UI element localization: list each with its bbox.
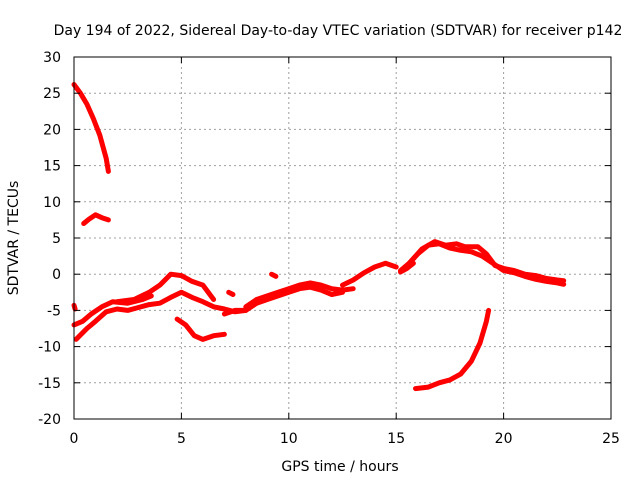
x-tick-label: 5 [177, 431, 186, 447]
series-arc-6 [114, 271, 217, 305]
series-arc-12 [340, 260, 399, 288]
series-arc-15 [398, 260, 416, 275]
y-tick-label: -15 [38, 376, 61, 392]
y-tick-label: -20 [38, 412, 61, 428]
y-tick-label: 20 [43, 122, 61, 138]
series-arc-8 [226, 289, 236, 297]
y-axis-label: SDTVAR / TECUs [6, 181, 22, 296]
data-series [71, 82, 567, 392]
y-tick-label: 5 [52, 231, 61, 247]
x-tick-label: 15 [387, 431, 405, 447]
y-tick-label: -10 [38, 340, 61, 356]
series-arc-5 [73, 289, 249, 342]
x-tick-label: 10 [280, 431, 298, 447]
series-arc-11 [269, 271, 279, 279]
axis-ticks [73, 56, 612, 420]
x-tick-labels: 0 5 10 15 20 25 [70, 431, 620, 447]
y-tick-label: 0 [52, 267, 61, 283]
x-axis-label: GPS time / hours [281, 459, 398, 475]
series-arc-7 [174, 316, 227, 342]
series-arc-1 [71, 82, 111, 174]
series-arc-16 [413, 307, 492, 392]
series-arc-14 [400, 239, 567, 284]
x-tick-label: 25 [602, 431, 620, 447]
y-tick-label: 10 [43, 195, 61, 211]
x-tick-label: 20 [495, 431, 513, 447]
series-arc-2 [81, 212, 111, 226]
series-arc-4 [71, 293, 154, 328]
series-arc-9 [221, 284, 345, 317]
y-tick-label: 15 [43, 159, 61, 175]
y-tick-label: 25 [43, 86, 61, 102]
chart-title: Day 194 of 2022, Sidereal Day-to-day VTE… [54, 23, 623, 39]
y-tick-labels: -20 -15 -10 -5 0 5 10 15 20 25 30 [38, 50, 61, 428]
y-tick-label: -5 [47, 303, 61, 319]
grid-lines [74, 57, 611, 419]
x-tick-label: 0 [70, 431, 79, 447]
series-arc-10 [243, 280, 356, 310]
y-tick-label: 30 [43, 50, 61, 66]
